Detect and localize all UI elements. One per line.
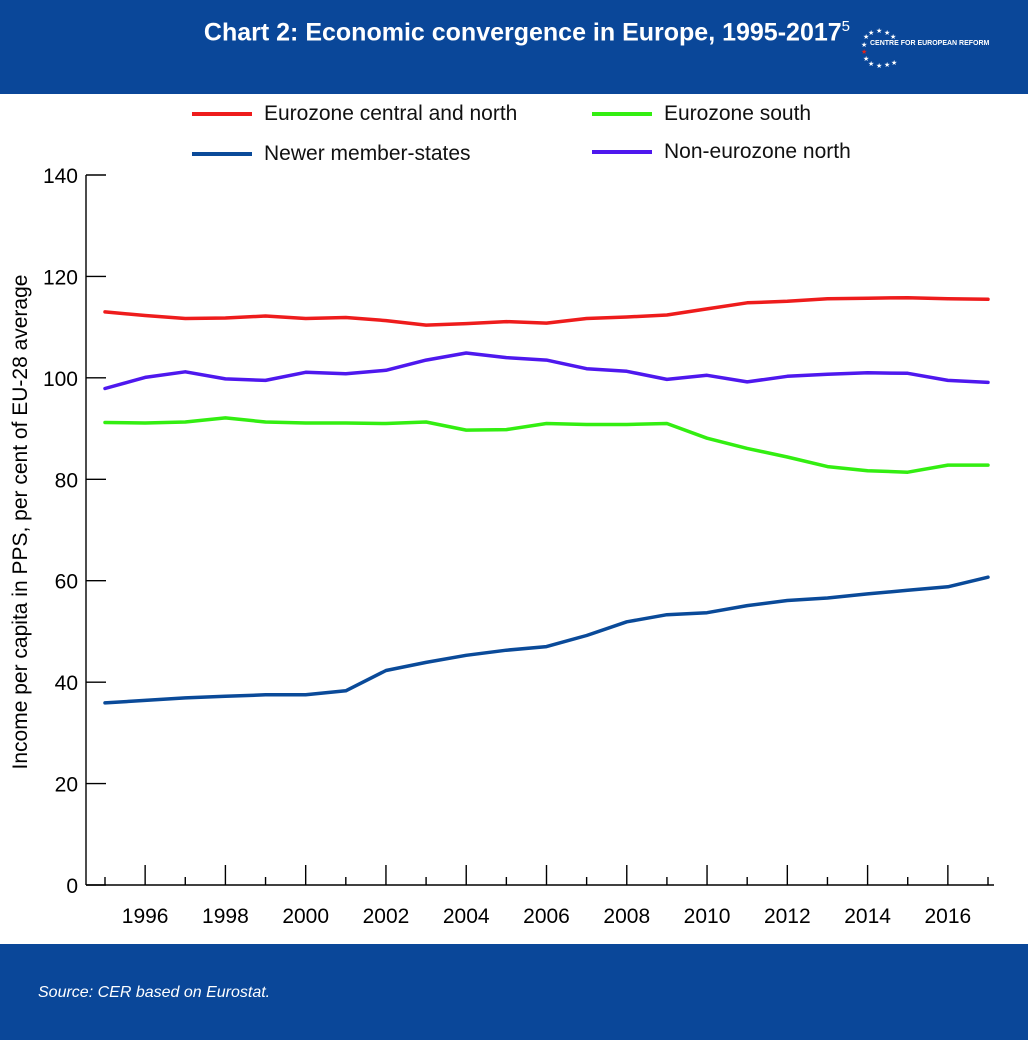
x-tick-label: 2004 [443,905,490,928]
svg-text:★: ★ [863,33,869,41]
legend-swatch [592,150,652,154]
x-tick-label: 2000 [282,905,329,928]
legend-swatch [592,112,652,116]
x-tick-label: 2016 [925,905,972,928]
x-tick-label: 2002 [363,905,410,928]
x-tick-label: 1996 [122,905,169,928]
chart-title: Chart 2: Economic convergence in Europe,… [203,18,850,47]
svg-text:★: ★ [861,48,867,56]
footer-banner: Source: CER based on Eurostat. [0,944,1028,1040]
legend-label: Non-eurozone north [664,140,851,163]
svg-text:★: ★ [868,60,874,68]
y-tick-label: 40 [55,672,78,695]
svg-text:★: ★ [868,29,874,37]
svg-text:★: ★ [876,62,882,69]
svg-text:★: ★ [884,29,890,37]
y-tick-label: 140 [43,165,78,188]
legend-swatch [192,152,252,156]
svg-text:★: ★ [863,55,869,63]
y-tick-label: 120 [43,266,78,289]
legend-label: Eurozone central and north [264,102,518,125]
series-line-eurozone-south [103,416,990,474]
x-tick-label: 2010 [684,905,731,928]
x-tick-label: 1998 [202,905,249,928]
header-banner: Chart 2: Economic convergence in Europe,… [0,0,1028,94]
line-chart: 0 20 40 60 80 100 120 140 1996 1998 2000 2002 2004 20… [43,165,994,928]
y-tick-label: 20 [55,774,78,797]
svg-text:★: ★ [861,41,867,49]
series-line-eurozone-central-and-north [103,295,990,327]
footnote-marker: 5 [841,18,850,35]
y-tick-label: 80 [55,469,78,492]
source-note: Source: CER based on Eurostat. [38,984,271,1001]
svg-text:★: ★ [890,33,896,41]
y-tick-label: 60 [55,571,78,594]
logo-text: CENTRE FOR EUROPEAN REFORM [870,40,990,47]
legend-label: Eurozone south [664,102,812,125]
svg-text:★: ★ [884,61,890,69]
series-line-newer-member-states [103,575,990,705]
legend-swatch [192,112,252,116]
legend-label: Newer member-states [264,142,471,165]
svg-text:★: ★ [891,59,897,67]
x-tick-label: 2008 [603,905,650,928]
series-line-non-eurozone-north [103,351,990,391]
svg-text:★: ★ [876,27,882,35]
cer-logo: ★ ★ ★ ★ ★ ★ ★ ★ ★ ★ ★ ★ CENTRE FOR EUROPEAN REF… [860,25,1000,69]
x-tick-label: 2014 [844,905,891,928]
eu-stars-icon: ★ ★ ★ ★★★ ★★★ ★★ ★ [861,27,897,69]
x-tick-label: 2012 [764,905,811,928]
y-tick-label: 0 [66,875,78,898]
x-tick-label: 2006 [523,905,570,928]
y-tick-label: 100 [43,368,78,391]
